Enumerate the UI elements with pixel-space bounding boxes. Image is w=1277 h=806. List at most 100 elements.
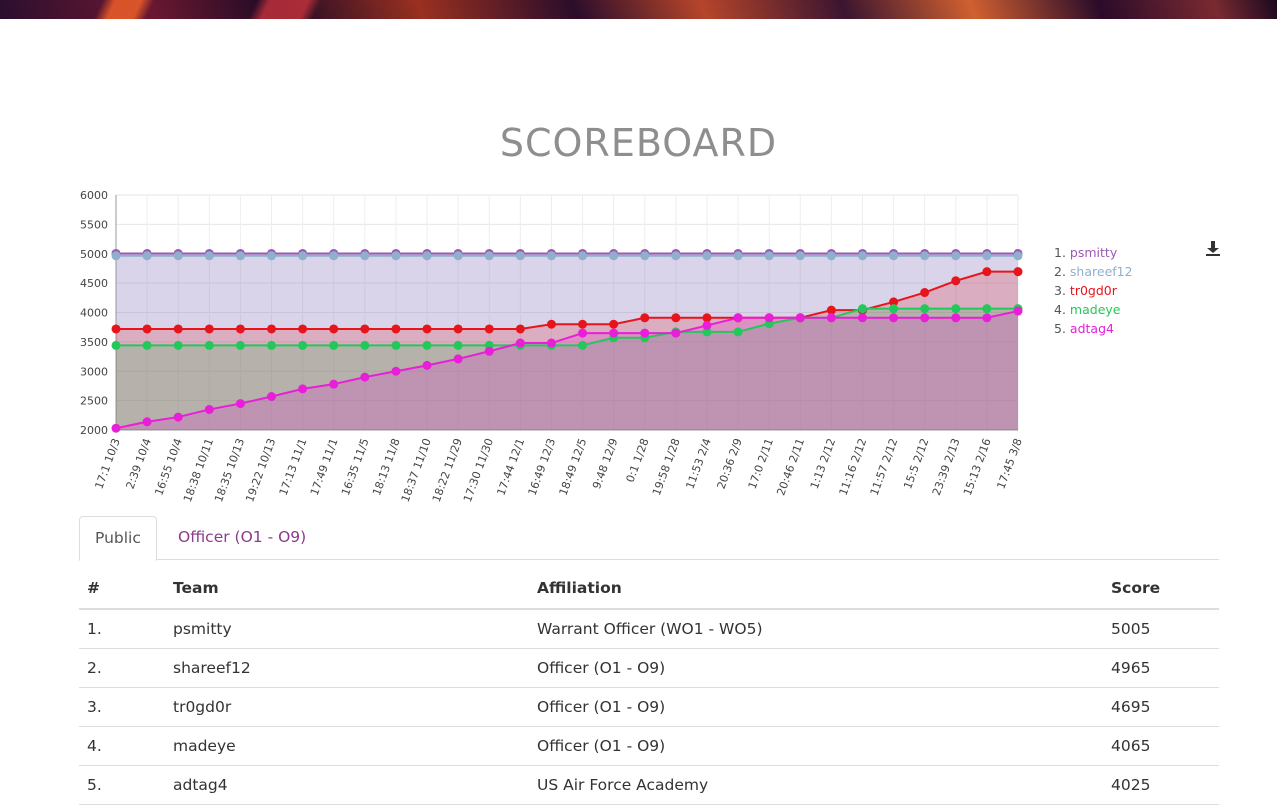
header-team[interactable]: Team [165,568,529,610]
data-point-adtag4 [1013,306,1023,316]
table-row[interactable]: 5. adtag4 US Air Force Academy 4025 [79,765,1219,805]
data-point-adtag4 [298,384,308,394]
data-point-shareef12 [360,251,370,261]
rank-cell: 5. [79,765,165,805]
tab-officer[interactable]: Officer (O1 - O9) [178,528,307,546]
header-rank[interactable]: # [79,568,165,610]
x-tick-label: 17:44 12/1 [494,437,527,498]
data-point-adtag4 [702,320,712,330]
data-point-tr0gd0r [671,313,681,323]
y-tick-label: 2500 [80,395,108,408]
legend-name: adtag4 [1069,321,1114,336]
data-point-tr0gd0r [173,324,183,334]
y-tick-label: 5000 [80,248,108,261]
data-point-shareef12 [546,251,556,261]
x-tick-label: 16:35 11/5 [339,437,372,498]
x-tick-label: 16:55 10/4 [152,437,185,498]
legend-item-shareef12[interactable]: 2. shareef12 [1054,262,1133,281]
table-row[interactable]: 4. madeye Officer (O1 - O9) 4065 [79,726,1219,766]
x-tick-label: 11:57 2/12 [868,437,901,498]
data-point-tr0gd0r [609,319,619,329]
score-cell: 4025 [1103,765,1219,805]
team-cell[interactable]: madeye [165,726,529,766]
legend-item-psmitty[interactable]: 1. psmitty [1054,243,1133,262]
data-point-adtag4 [889,313,899,323]
y-tick-label: 3000 [80,365,108,378]
data-point-adtag4 [671,328,681,338]
x-tick-label: 18:22 11/29 [430,437,465,504]
legend-rank: 3. [1054,283,1066,298]
x-tick-label: 18:37 11/10 [399,437,434,504]
data-point-adtag4 [920,313,930,323]
series-area-adtag4 [116,311,1018,430]
team-cell[interactable]: shareef12 [165,648,529,688]
affiliation-cell: Officer (O1 - O9) [529,687,1103,727]
legend-item-madeye[interactable]: 4. madeye [1054,300,1133,319]
data-point-madeye [142,340,152,350]
data-point-madeye [982,304,992,314]
data-point-tr0gd0r [329,324,339,334]
x-tick-label: 17:0 2/11 [746,437,776,491]
rank-cell: 4. [79,726,165,766]
x-tick-label: 9:48 12/9 [590,437,620,491]
x-tick-label: 20:36 2/9 [715,437,745,491]
x-tick-label: 0:1 1/28 [624,437,652,485]
data-point-shareef12 [515,251,525,261]
download-icon[interactable] [1205,240,1221,258]
data-point-adtag4 [391,366,401,376]
data-point-adtag4 [546,338,556,348]
data-point-tr0gd0r [204,324,214,334]
score-cell: 4065 [1103,726,1219,766]
data-point-tr0gd0r [920,288,930,298]
data-point-adtag4 [609,328,619,338]
data-point-shareef12 [857,251,867,261]
table-header-row: # Team Affiliation Score [79,568,1219,610]
data-point-adtag4 [484,346,494,356]
data-point-adtag4 [329,379,339,389]
y-tick-label: 4000 [80,307,108,320]
affiliation-cell: Warrant Officer (WO1 - WO5) [529,609,1103,649]
data-point-madeye [329,340,339,350]
data-point-shareef12 [267,251,277,261]
header-affiliation[interactable]: Affiliation [529,568,1103,610]
table-row[interactable]: 3. tr0gd0r Officer (O1 - O9) 4695 [79,687,1219,727]
header-score[interactable]: Score [1103,568,1219,610]
data-point-adtag4 [795,313,805,323]
data-point-shareef12 [453,251,463,261]
data-point-tr0gd0r [235,324,245,334]
data-point-shareef12 [422,251,432,261]
legend-item-tr0gd0r[interactable]: 3. tr0gd0r [1054,281,1133,300]
data-point-adtag4 [733,313,743,323]
data-point-madeye [422,340,432,350]
data-point-tr0gd0r [298,324,308,334]
x-tick-label: 16:49 12/3 [526,437,559,498]
tab-public[interactable]: Public [79,516,157,561]
data-point-madeye [360,340,370,350]
data-point-shareef12 [951,251,961,261]
affiliation-cell: Officer (O1 - O9) [529,726,1103,766]
table-row[interactable]: 1. psmitty Warrant Officer (WO1 - WO5) 5… [79,609,1219,649]
x-tick-label: 19:22 10/13 [243,437,278,504]
series-area-shareef12 [116,255,1018,430]
y-tick-label: 2000 [80,424,108,437]
data-point-madeye [204,340,214,350]
legend-item-adtag4[interactable]: 5. adtag4 [1054,319,1133,338]
data-point-tr0gd0r [360,324,370,334]
data-point-adtag4 [142,417,152,427]
x-tick-label: 17:1 10/3 [93,437,123,491]
data-point-shareef12 [484,251,494,261]
data-point-madeye [111,340,121,350]
data-point-adtag4 [951,313,961,323]
team-cell[interactable]: adtag4 [165,765,529,805]
legend-name: psmitty [1069,245,1118,260]
legend-rank: 1. [1054,245,1066,260]
y-tick-label: 4500 [80,277,108,290]
data-point-shareef12 [982,251,992,261]
table-row[interactable]: 2. shareef12 Officer (O1 - O9) 4965 [79,648,1219,688]
y-tick-label: 6000 [80,189,108,202]
series-area-madeye [116,308,1018,430]
team-cell[interactable]: psmitty [165,609,529,649]
score-cell: 4695 [1103,687,1219,727]
team-cell[interactable]: tr0gd0r [165,687,529,727]
rank-cell: 2. [79,648,165,688]
